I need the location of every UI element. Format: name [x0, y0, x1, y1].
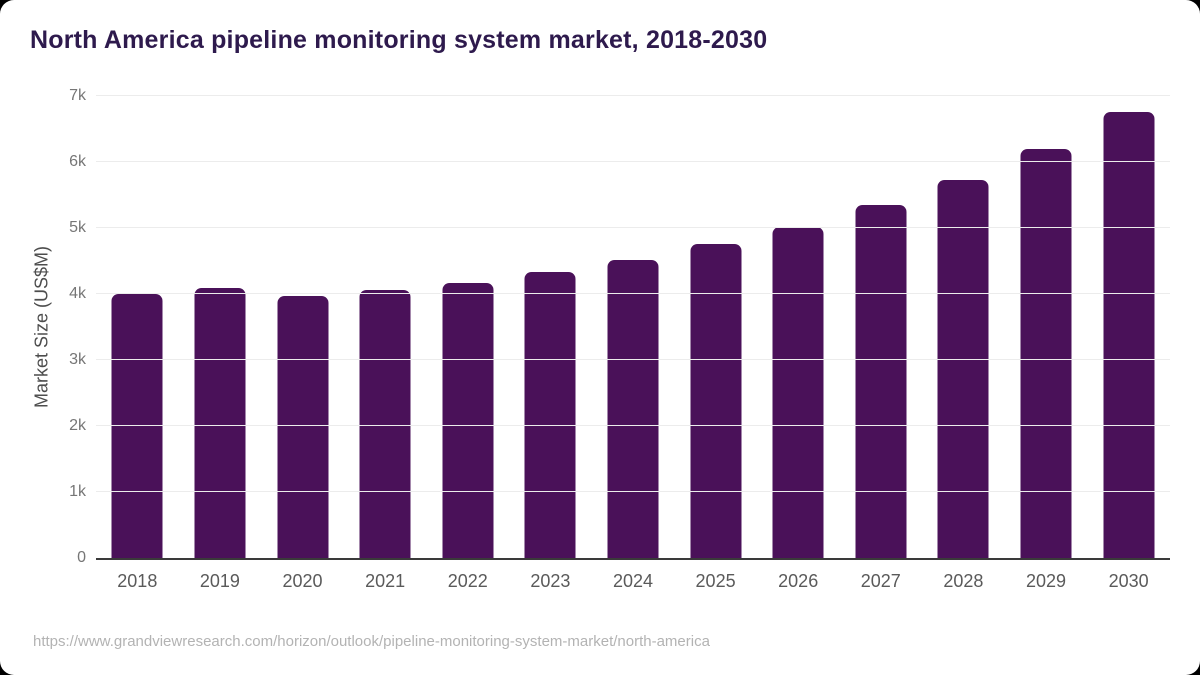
bar-slot-2029: 2029	[1005, 96, 1088, 590]
x-tick-label-2019: 2019	[199, 571, 240, 591]
y-tick-label-2k: 2k	[69, 417, 86, 434]
bar-slot-2024: 2024	[592, 96, 675, 590]
bar-chart-plot-area: 2018 2019 2020 2021 2022 2023 2024 2025 2026 2027…	[69, 88, 1170, 590]
x-tick-label-2024: 2024	[612, 571, 653, 591]
bar-slot-2030: 2030	[1087, 96, 1170, 590]
bar-slot-2028: 2028	[922, 96, 1005, 590]
bar-2028[interactable]	[937, 180, 989, 558]
y-tick-label-3k: 3k	[69, 351, 86, 368]
bar-2021[interactable]	[359, 290, 411, 558]
x-tick-label-2029: 2029	[1025, 571, 1067, 591]
bar-slot-2022: 2022	[426, 96, 509, 590]
x-tick-label-2022: 2022	[447, 571, 488, 591]
bar-2029[interactable]	[1020, 149, 1072, 558]
y-tick-label-0: 0	[77, 549, 86, 566]
y-tick-label-7k: 7k	[69, 87, 86, 104]
bar-slot-2027: 2027	[839, 96, 922, 590]
x-tick-label-2030: 2030	[1108, 571, 1149, 591]
bar-2023[interactable]	[524, 271, 576, 558]
bar-2025[interactable]	[690, 243, 742, 558]
y-tick-label-6k: 6k	[69, 153, 86, 170]
y-tick-label-5k: 5k	[69, 219, 86, 236]
x-tick-label-2018: 2018	[117, 571, 158, 591]
gridline-5k	[96, 227, 1170, 228]
bar-slot-2019: 2019	[179, 96, 262, 590]
bar-2018[interactable]	[111, 294, 163, 558]
bar-slot-2020: 2020	[261, 96, 344, 590]
bar-slot-2026: 2026	[757, 96, 840, 590]
bar-2026[interactable]	[772, 226, 824, 558]
bar-slot-2018: 2018	[96, 96, 179, 590]
bar-slot-2023: 2023	[509, 96, 592, 590]
chart-title: North America pipeline monitoring system…	[30, 26, 768, 54]
gridline-6k	[96, 161, 1170, 162]
x-tick-label-2026: 2026	[778, 571, 819, 591]
gridline-4k	[96, 293, 1170, 294]
gridline-1k	[96, 491, 1170, 492]
x-tick-label-2023: 2023	[530, 571, 571, 591]
bars-container: 2018 2019 2020 2021 2022 2023 2024 2025 2026 2027…	[96, 96, 1170, 590]
bar-2030[interactable]	[1103, 112, 1155, 558]
y-tick-label-1k: 1k	[69, 483, 86, 500]
bar-2024[interactable]	[607, 260, 659, 558]
bar-2027[interactable]	[855, 205, 907, 558]
bar-slot-2021: 2021	[344, 96, 427, 590]
x-tick-label-2028: 2028	[943, 571, 984, 591]
gridline-7k	[96, 95, 1170, 96]
x-tick-label-2027: 2027	[860, 571, 901, 591]
x-tick-label-2021: 2021	[365, 571, 406, 591]
bar-2022[interactable]	[442, 283, 494, 558]
y-axis-title: Market Size (US$M)	[31, 245, 52, 409]
x-tick-label-2020: 2020	[282, 571, 323, 591]
gridline-3k	[96, 359, 1170, 360]
source-url-text: https://www.grandviewresearch.com/horizo…	[33, 633, 710, 650]
x-tick-label-2025: 2025	[695, 571, 736, 591]
y-tick-label-4k: 4k	[69, 285, 86, 302]
bar-2019[interactable]	[194, 288, 246, 558]
bar-2020[interactable]	[277, 295, 329, 558]
bar-slot-2025: 2025	[674, 96, 757, 590]
gridline-2k	[96, 425, 1170, 426]
